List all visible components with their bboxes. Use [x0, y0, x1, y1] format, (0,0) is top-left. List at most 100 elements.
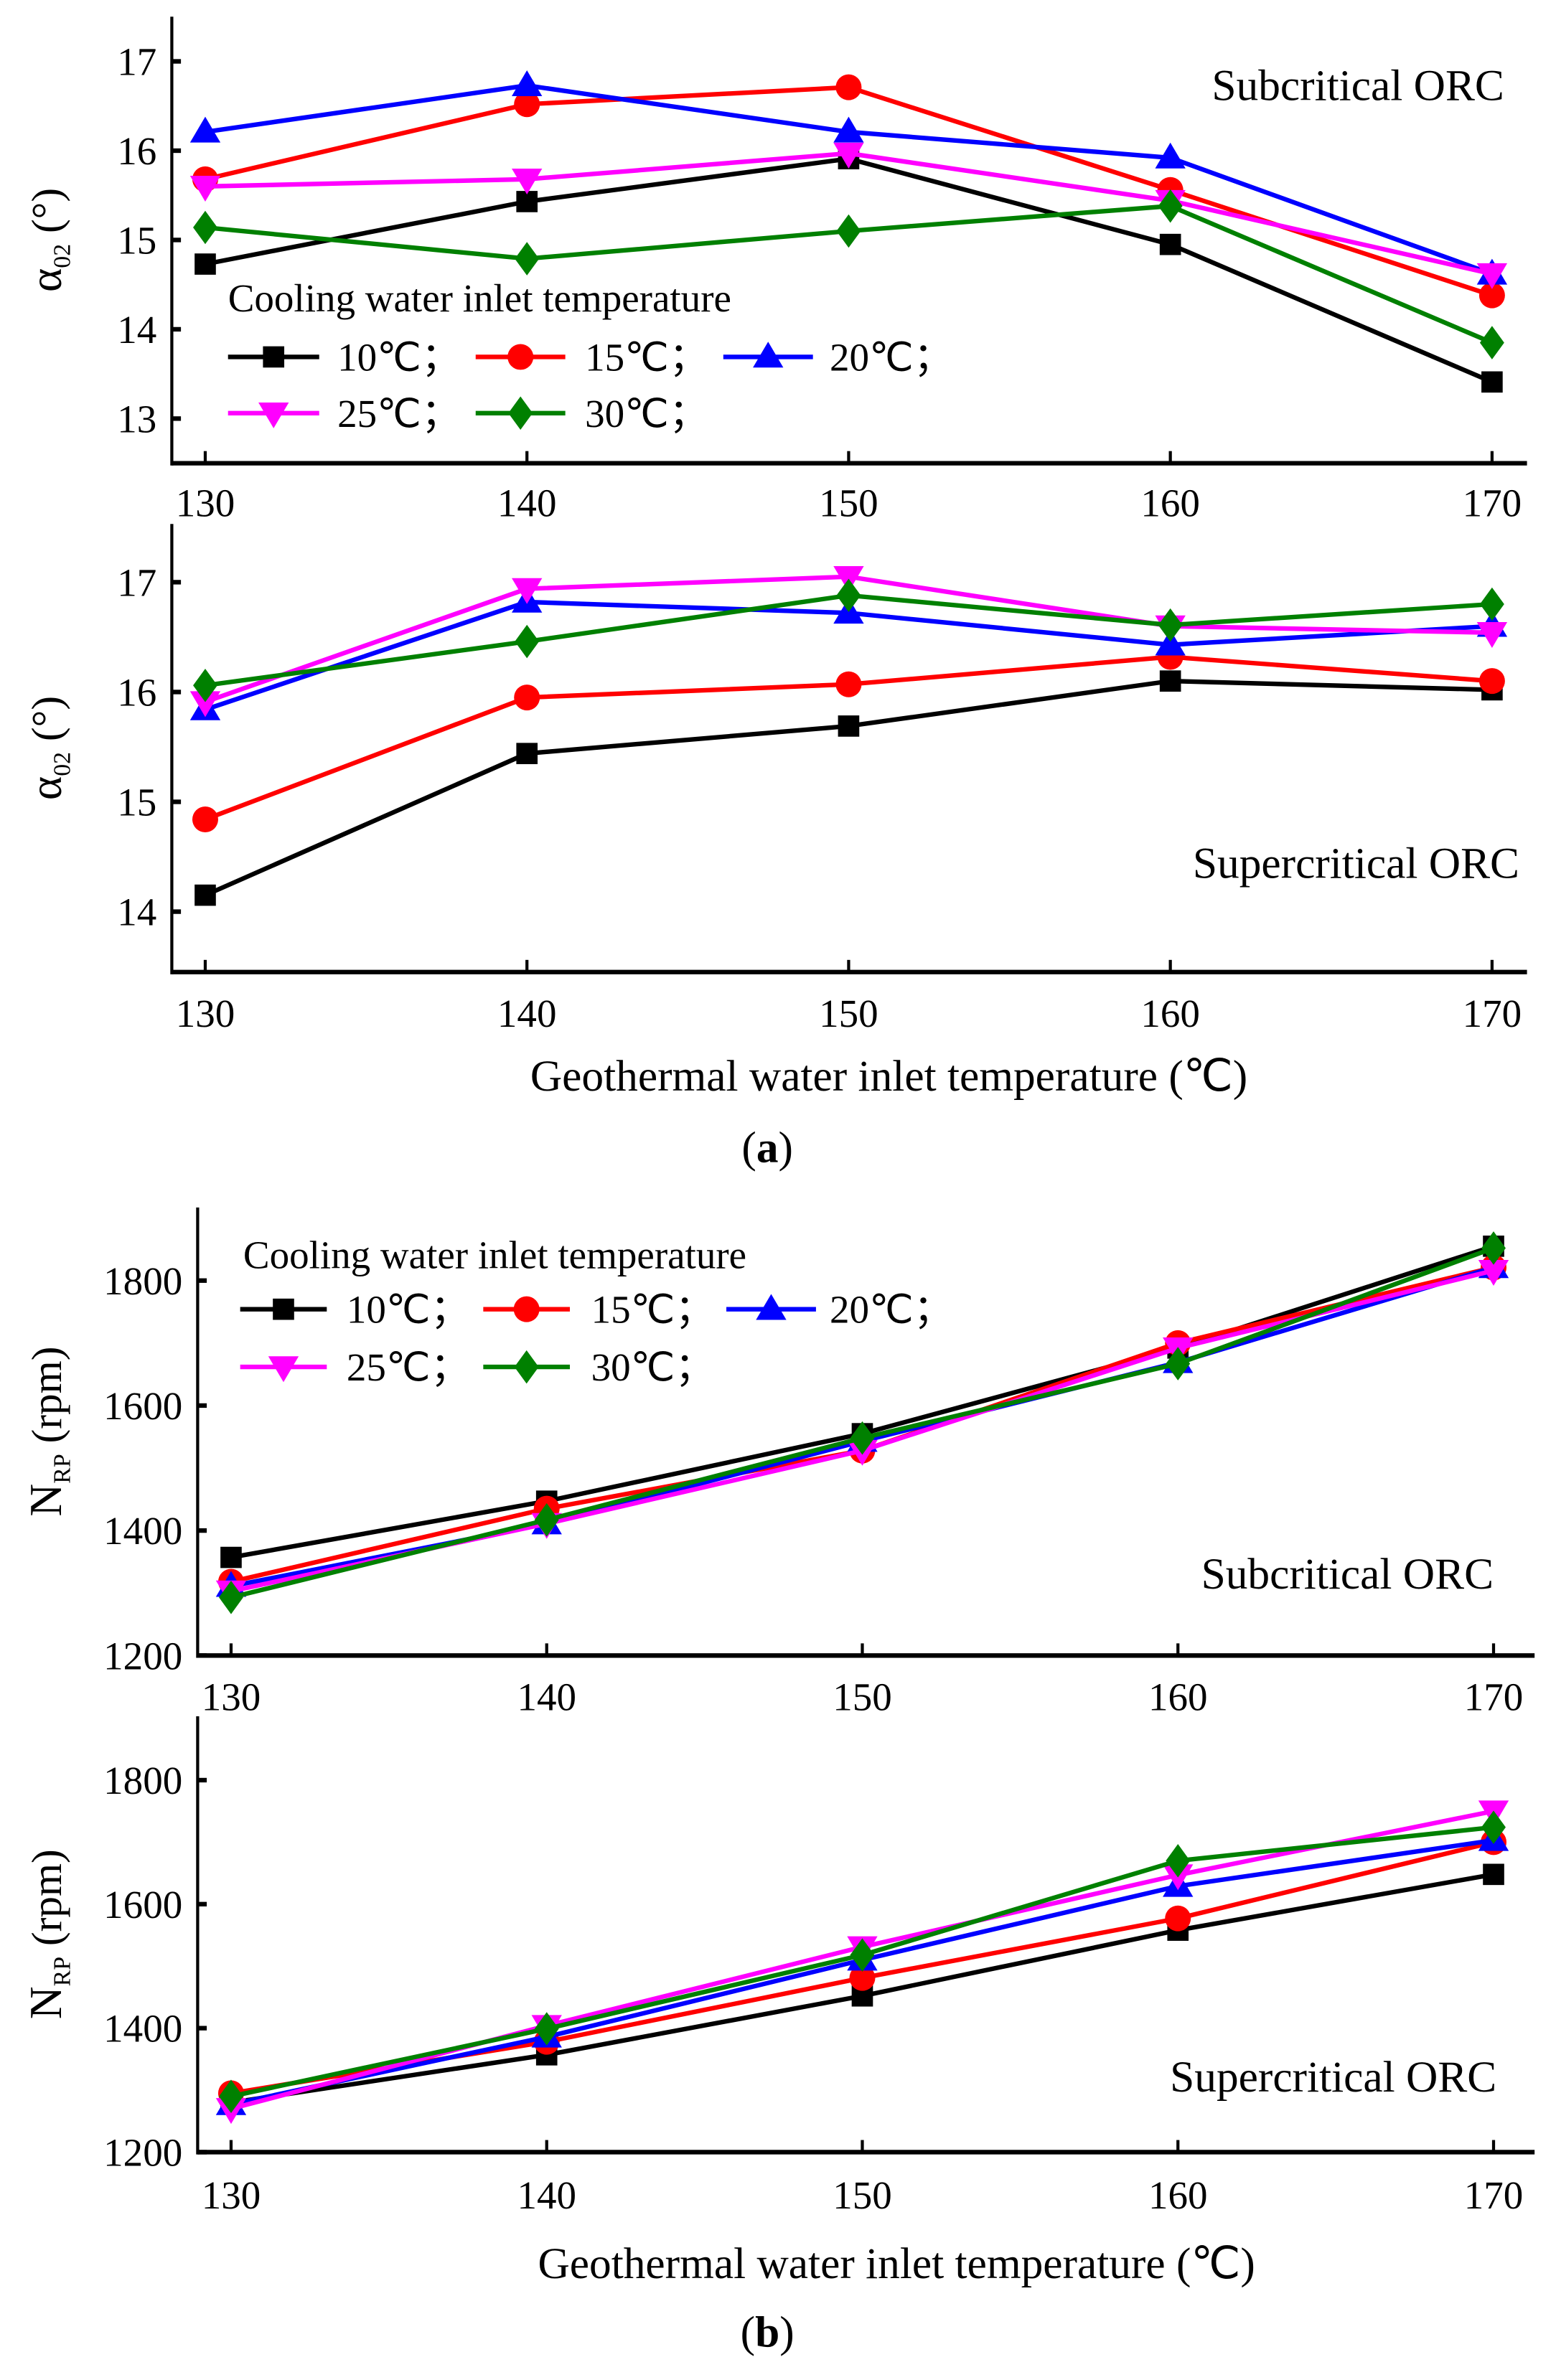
- data-point: [512, 578, 543, 604]
- caption-letter: b: [755, 2308, 779, 2356]
- legend: Cooling water inlet temperature 10℃； 15℃； 2…: [228, 276, 953, 436]
- caption-paren: ): [779, 2308, 794, 2356]
- data-point: [189, 175, 221, 202]
- legend-label: 20℃；: [830, 1288, 953, 1332]
- legend-marker: [753, 342, 784, 368]
- chart-panel-a-supercritical: 14 15 16 17 130 140 150 160 170 α02 (°) Supercriti…: [20, 524, 1527, 1035]
- y-label-sub: RP: [50, 1957, 76, 1986]
- y-tick-label: 16: [117, 129, 156, 173]
- data-point: [1476, 263, 1508, 289]
- caption-paren: (: [741, 1123, 756, 1172]
- x-tick-label: 130: [202, 2173, 261, 2217]
- series-30℃: [193, 578, 1504, 702]
- data-point: [193, 210, 217, 245]
- data-point: [515, 242, 540, 276]
- y-label-unit: (rpm): [23, 1347, 70, 1454]
- data-point: [193, 668, 217, 702]
- legend-marker: [273, 1298, 294, 1320]
- y-label-sub: 02: [50, 244, 76, 268]
- data-point: [1158, 608, 1183, 642]
- y-tick-label: 14: [117, 308, 156, 352]
- data-point: [1166, 1844, 1191, 1878]
- y-axis-label: α02 (°): [20, 188, 76, 292]
- data-point: [1481, 1810, 1506, 1844]
- data-point: [838, 715, 860, 737]
- data-point: [1478, 1259, 1509, 1286]
- legend-label: 15℃；: [585, 335, 708, 379]
- caption-letter: a: [756, 1123, 779, 1172]
- y-tick-label: 1600: [103, 1384, 182, 1428]
- x-tick-label: 170: [1463, 992, 1522, 1035]
- x-tick-label: 130: [176, 481, 235, 525]
- data-point: [219, 2079, 243, 2113]
- data-point: [850, 1421, 875, 1455]
- data-point: [836, 214, 861, 248]
- y-axis-label: NRP (rpm): [20, 1347, 76, 1517]
- y-tick-label: 1200: [103, 2131, 182, 2175]
- data-point: [189, 691, 221, 718]
- y-tick-label: 13: [117, 397, 156, 441]
- data-point: [194, 884, 216, 906]
- y-tick-label: 14: [117, 890, 156, 934]
- x-tick-label: 160: [1148, 1675, 1208, 1718]
- series-20℃: [189, 70, 1508, 285]
- x-tick-label: 170: [1463, 481, 1522, 525]
- y-axis-label: NRP (rpm): [20, 1849, 76, 2019]
- y-tick-label: 1400: [103, 2007, 182, 2051]
- x-tick-label: 150: [819, 481, 878, 525]
- series-line: [205, 151, 1493, 276]
- y-label-sub: 02: [50, 752, 76, 776]
- x-tick-label: 160: [1148, 2173, 1208, 2217]
- series-30℃: [193, 189, 1504, 359]
- data-point: [516, 191, 538, 212]
- y-label-main: α: [20, 268, 71, 292]
- y-tick-label: 15: [117, 219, 156, 263]
- chart-panel-b-subcritical: 1200 1400 1600 1800 130 140 150 160 170 NRP (rpm)…: [20, 1207, 1535, 1718]
- legend-title: Cooling water inlet temperature: [228, 276, 731, 320]
- data-point: [1479, 326, 1504, 359]
- data-point: [514, 685, 540, 711]
- data-point: [849, 1965, 876, 1991]
- y-tick-label: 1400: [103, 1509, 182, 1553]
- panel-annotation: Subcritical ORC: [1201, 1550, 1494, 1599]
- y-tick-label: 17: [117, 560, 156, 604]
- data-point: [220, 1546, 242, 1568]
- data-point: [194, 253, 216, 275]
- x-tick-label: 140: [497, 992, 557, 1035]
- x-axis-label: Geothermal water inlet temperature (℃): [538, 2239, 1255, 2288]
- legend-marker: [513, 1296, 540, 1322]
- legend-label: 10℃；: [337, 335, 461, 379]
- y-tick-label: 15: [117, 781, 156, 824]
- series-15℃: [192, 644, 1505, 832]
- data-point: [219, 1581, 243, 1614]
- caption-a: (a): [741, 1123, 793, 1172]
- data-point: [512, 168, 543, 194]
- legend-marker: [268, 1356, 299, 1383]
- legend: Cooling water inlet temperature 10℃； 15℃； 2…: [240, 1233, 953, 1389]
- legend-marker: [756, 1294, 787, 1320]
- x-tick-label: 130: [202, 1675, 261, 1718]
- chart-panel-b-supercritical: 1200 1400 1600 1800 130 140 150 160 170 NRP (rpm)…: [20, 1716, 1535, 2217]
- x-tick-label: 170: [1464, 1675, 1524, 1718]
- legend-label: 20℃；: [830, 335, 953, 379]
- y-axis-label: α02 (°): [20, 696, 76, 800]
- data-point: [1155, 142, 1186, 169]
- chart-panel-a-subcritical: 13 14 15 16 17 130 140 150 160 170 α02 (°) Subcriti…: [20, 17, 1527, 525]
- caption-b: (b): [741, 2308, 795, 2356]
- series-10℃: [220, 1236, 1504, 1568]
- data-point: [1165, 1905, 1191, 1932]
- data-point: [534, 1503, 559, 1537]
- legend-label: 25℃；: [347, 1345, 470, 1389]
- data-point: [192, 806, 218, 832]
- legend-label: 30℃；: [591, 1345, 715, 1389]
- panel-annotation: Subcritical ORC: [1211, 62, 1504, 110]
- y-label-main: N: [20, 1986, 71, 2019]
- legend-marker: [263, 346, 285, 368]
- y-tick-label: 16: [117, 671, 156, 715]
- data-point: [1478, 282, 1505, 309]
- x-tick-label: 150: [833, 1675, 892, 1718]
- x-axis-label: Geothermal water inlet temperature (℃): [530, 1052, 1247, 1101]
- y-label-sub: RP: [50, 1454, 76, 1483]
- x-tick-label: 150: [833, 2173, 892, 2217]
- data-point: [1166, 1347, 1191, 1381]
